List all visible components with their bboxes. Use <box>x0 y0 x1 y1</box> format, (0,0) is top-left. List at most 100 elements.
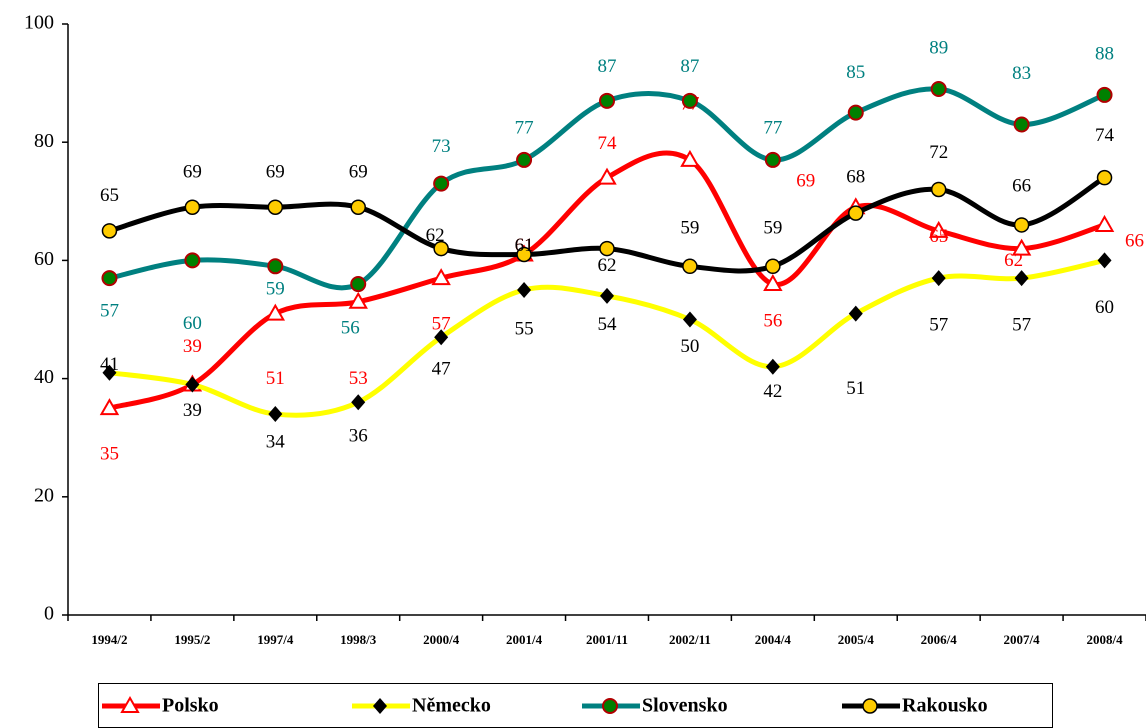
marker <box>267 199 284 215</box>
data-label: 47 <box>432 359 451 380</box>
marker <box>681 92 698 109</box>
x-tick-label: 2005/4 <box>838 632 875 647</box>
data-label: 39 <box>183 400 202 421</box>
marker <box>848 205 864 221</box>
data-label: 73 <box>432 136 451 157</box>
data-label: 87 <box>680 56 699 77</box>
marker <box>431 268 451 286</box>
x-tick-label: 2006/4 <box>921 632 958 647</box>
data-label: 74 <box>1095 125 1115 146</box>
data-label: 39 <box>183 336 202 357</box>
data-label: 57 <box>929 314 948 335</box>
marker <box>351 394 366 411</box>
data-label: 35 <box>100 444 119 465</box>
y-tick-label: 20 <box>34 484 54 506</box>
x-tick-label: 1995/2 <box>174 632 210 647</box>
data-label: 42 <box>763 381 782 402</box>
marker <box>185 376 200 393</box>
data-label: 77 <box>763 117 782 138</box>
series: 57 60 59 56 73 77 87 87 77 85 89 83 88 <box>100 37 1114 338</box>
marker <box>102 364 117 381</box>
legend-marker <box>120 695 140 713</box>
data-label: 51 <box>266 368 285 389</box>
data-label: 62 <box>1004 250 1023 271</box>
data-label: 66 <box>1125 230 1144 251</box>
data-label: 59 <box>680 218 699 239</box>
data-label: 66 <box>1012 175 1031 196</box>
marker <box>1096 169 1113 186</box>
marker <box>1096 86 1113 103</box>
data-label: 56 <box>763 310 782 331</box>
marker <box>101 270 118 287</box>
marker <box>765 258 781 275</box>
data-label: 61 <box>515 235 534 256</box>
y-tick-label: 100 <box>24 12 54 34</box>
x-tick-label: 2004/4 <box>755 632 792 647</box>
marker <box>516 246 532 263</box>
marker <box>434 329 449 346</box>
data-label: 34 <box>266 431 286 452</box>
marker <box>1013 116 1030 133</box>
marker <box>517 281 532 298</box>
marker <box>348 291 368 309</box>
x-tick-label: 2000/4 <box>423 632 460 647</box>
marker <box>99 398 120 416</box>
data-label: 62 <box>426 225 445 246</box>
y-tick-label: 0 <box>44 603 54 625</box>
marker <box>350 199 366 215</box>
line <box>109 257 1106 418</box>
marker <box>764 151 781 168</box>
data-label: 55 <box>515 318 534 339</box>
data-label: 59 <box>266 279 285 300</box>
data-label: 53 <box>349 368 368 389</box>
data-label: 57 <box>100 300 119 321</box>
y-tick-label: 80 <box>34 130 54 152</box>
x-tick-label: 1998/3 <box>340 632 377 647</box>
legend-label: Polsko <box>162 695 219 717</box>
marker <box>765 358 780 375</box>
data-label: 60 <box>1095 297 1114 318</box>
x-tick-label: 2002/11 <box>669 632 711 647</box>
data-label: 85 <box>846 62 865 83</box>
marker <box>1013 217 1030 233</box>
data-label: 51 <box>846 378 865 399</box>
marker <box>267 258 284 275</box>
data-label: 62 <box>598 255 617 276</box>
data-label: 88 <box>1095 43 1114 64</box>
line <box>108 150 1106 411</box>
x-tick-label: 2001/11 <box>586 632 628 647</box>
marker <box>682 311 697 328</box>
x-tick-label: 2008/4 <box>1086 632 1123 647</box>
data-label: 50 <box>680 336 699 357</box>
x-tick-label: 1997/4 <box>257 632 294 647</box>
data-label: 69 <box>796 171 815 192</box>
marker <box>763 274 783 292</box>
legend-marker <box>373 698 387 714</box>
marker <box>848 305 863 322</box>
legend-label: Rakousko <box>902 695 988 717</box>
x-tick-label: 2001/4 <box>506 632 543 647</box>
y-tick-label: 40 <box>34 366 54 388</box>
legend-marker <box>602 698 618 714</box>
data-label: 74 <box>598 133 618 154</box>
data-label: 89 <box>929 37 948 58</box>
data-label: 69 <box>349 162 368 183</box>
marker <box>101 223 118 239</box>
marker <box>268 406 283 423</box>
marker <box>931 270 946 287</box>
marker <box>1097 252 1112 269</box>
legend-label: Slovensko <box>642 695 728 717</box>
data-label: 87 <box>598 56 617 77</box>
data-label: 57 <box>1012 314 1031 335</box>
marker <box>1094 214 1115 232</box>
marker <box>184 252 201 269</box>
data-label: 65 <box>929 226 948 247</box>
marker <box>847 104 864 121</box>
data-label: 65 <box>100 185 119 206</box>
marker <box>184 199 201 215</box>
y-tick-label: 60 <box>34 248 54 270</box>
data-label: 41 <box>100 354 119 375</box>
marker <box>928 220 949 238</box>
marker <box>930 181 947 198</box>
